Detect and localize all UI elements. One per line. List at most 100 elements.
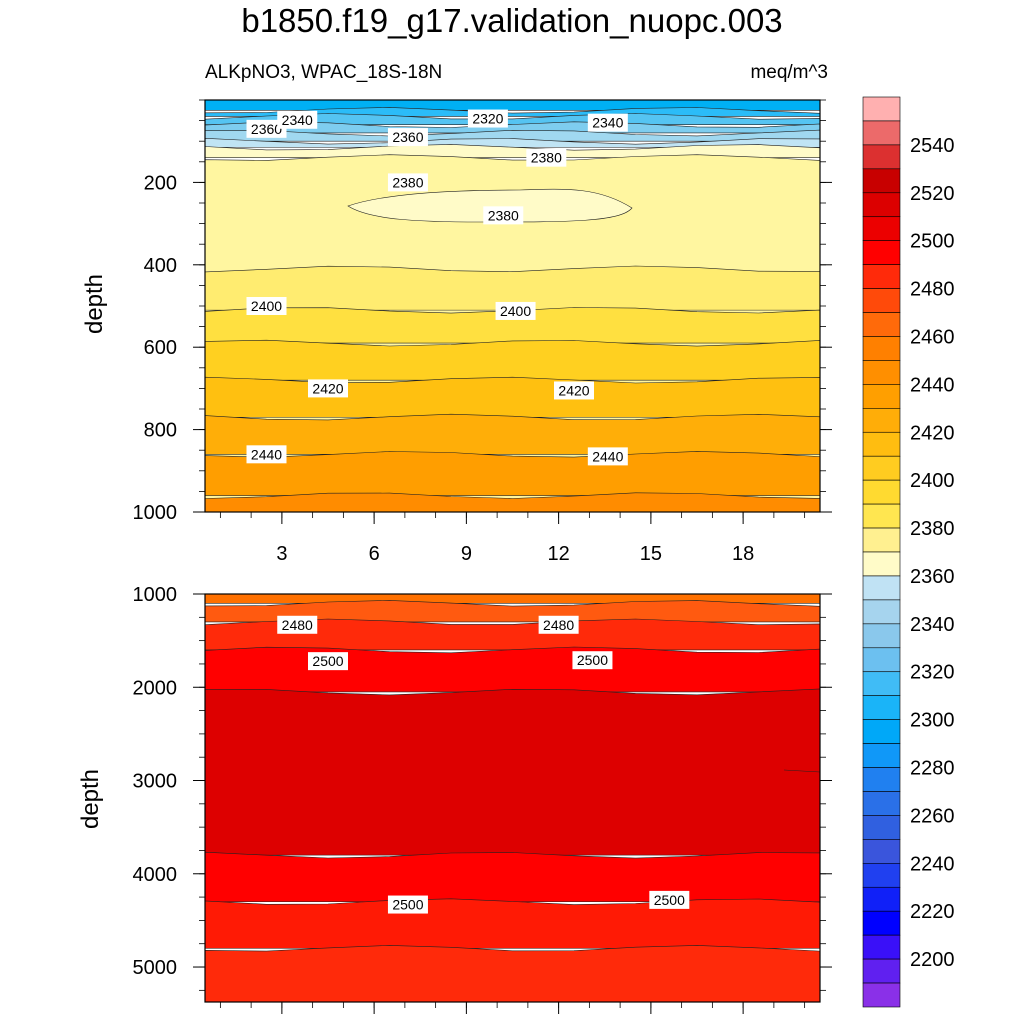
contour-label: 2440 <box>592 448 623 464</box>
contour-line-fragment <box>783 769 821 773</box>
contour-label-box <box>246 297 287 315</box>
contour-label-box <box>308 652 348 671</box>
x-tick-label: 6 <box>369 543 380 565</box>
contour-label: 2480 <box>543 617 574 633</box>
colorbar-swatch <box>862 671 901 696</box>
contour-band <box>204 898 821 949</box>
colorbar-swatch <box>862 695 901 720</box>
contour-band <box>204 413 821 455</box>
x-tick-label: 18 <box>732 543 754 565</box>
colorbar-swatch <box>862 958 901 984</box>
colorbar-swatch <box>862 96 901 122</box>
contour-band <box>204 339 821 381</box>
colorbar-swatch <box>862 743 901 768</box>
colorbar-label: 2420 <box>910 422 955 444</box>
contour-label-box <box>387 128 428 147</box>
contour-label: 2380 <box>488 207 519 223</box>
colorbar-swatch <box>862 910 901 936</box>
colorbar-swatch <box>862 144 901 170</box>
contour-label: 2320 <box>472 111 503 127</box>
y-tick-label: 600 <box>144 337 177 359</box>
colorbar-swatch <box>862 455 901 481</box>
colorbar-swatch <box>862 192 901 218</box>
colorbar-swatch <box>862 168 901 194</box>
contour-label: 2340 <box>592 115 623 131</box>
contour-label: 2380 <box>392 174 423 190</box>
colorbar-label: 2240 <box>910 853 955 875</box>
contour-label-box <box>277 615 318 634</box>
colorbar-label: 2300 <box>910 710 955 732</box>
contour-band <box>204 376 821 418</box>
chart-subtitle-units: meq/m^3 <box>750 62 828 83</box>
y-tick-label: 5000 <box>133 957 178 979</box>
contour-label: 2420 <box>312 380 343 396</box>
colorbar-swatch <box>862 791 901 816</box>
contour-label-box <box>277 110 318 129</box>
contour-label-box <box>538 615 579 634</box>
colorbar-swatch <box>862 336 901 361</box>
chart-subtitle-left: ALKpNO3, WPAC_18S-18N <box>205 62 443 83</box>
contour-label-box <box>246 445 287 464</box>
colorbar-swatch <box>862 863 901 888</box>
colorbar-label: 2320 <box>910 662 955 684</box>
colorbar-label: 2280 <box>910 758 955 780</box>
colorbar-swatch <box>862 360 901 385</box>
x-tick-label: 12 <box>548 543 570 565</box>
contour-label-box <box>467 109 508 128</box>
colorbar-swatch <box>862 408 901 433</box>
contour-label: 2500 <box>312 653 343 669</box>
contour-label-box <box>483 206 524 225</box>
colorbar-label: 2520 <box>910 183 955 205</box>
contour-band <box>204 688 821 856</box>
contour-label: 2360 <box>251 121 282 137</box>
colorbar-swatch <box>862 120 901 146</box>
contour-label-box <box>587 113 628 132</box>
colorbar-swatch <box>862 647 901 673</box>
y-tick-label: 1000 <box>133 584 178 606</box>
y-tick-label: 400 <box>144 255 177 277</box>
contour-label-box <box>387 895 428 914</box>
colorbar-swatch <box>862 839 901 864</box>
colorbar-label: 2400 <box>910 470 955 492</box>
contour-label-box <box>387 173 428 192</box>
contour-band <box>204 451 821 496</box>
y-tick-label: 200 <box>144 172 177 194</box>
contour-label: 2400 <box>500 303 531 319</box>
colorbar-label: 2480 <box>910 279 955 301</box>
colorbar-swatch <box>862 312 901 337</box>
contour-label: 2420 <box>558 382 589 398</box>
colorbar-label: 2440 <box>910 374 955 396</box>
contour-label-box <box>246 119 287 138</box>
colorbar-swatch <box>862 503 901 529</box>
colorbar-label: 2380 <box>910 518 955 540</box>
colorbar-swatch <box>862 527 901 553</box>
chart-title: b1850.f19_g17.validation_nuopc.003 <box>241 2 783 39</box>
colorbar-label: 2220 <box>910 901 955 923</box>
colorbar-label: 2260 <box>910 805 955 827</box>
colorbar-swatch <box>862 384 901 409</box>
contour-band <box>204 851 821 903</box>
contour-label-box <box>587 447 628 466</box>
y-tick-label: 4000 <box>133 864 178 886</box>
contour-label-box <box>526 148 567 167</box>
contour-label-box <box>572 651 613 670</box>
colorbar-swatch <box>862 982 901 1008</box>
contour-label-box <box>649 890 690 909</box>
contour-label: 2500 <box>654 892 685 908</box>
colorbar-swatch <box>862 719 901 744</box>
colorbar-label: 2340 <box>910 614 955 636</box>
colorbar-label: 2360 <box>910 566 955 588</box>
colorbar-swatch <box>862 815 901 840</box>
contour-band <box>204 945 821 1003</box>
colorbar-swatch <box>862 886 901 912</box>
contour-band <box>204 646 821 693</box>
colorbar-swatch <box>862 767 901 792</box>
contour-label: 2480 <box>282 617 313 633</box>
colorbar-swatch <box>862 479 901 505</box>
contour-label: 2500 <box>577 652 608 668</box>
colorbar-swatch <box>862 599 901 625</box>
colorbar: 2540 2520 2500 2480 2460 2440 2420 2400 2380 2360… <box>862 96 955 1008</box>
contour-label: 2380 <box>531 150 562 166</box>
